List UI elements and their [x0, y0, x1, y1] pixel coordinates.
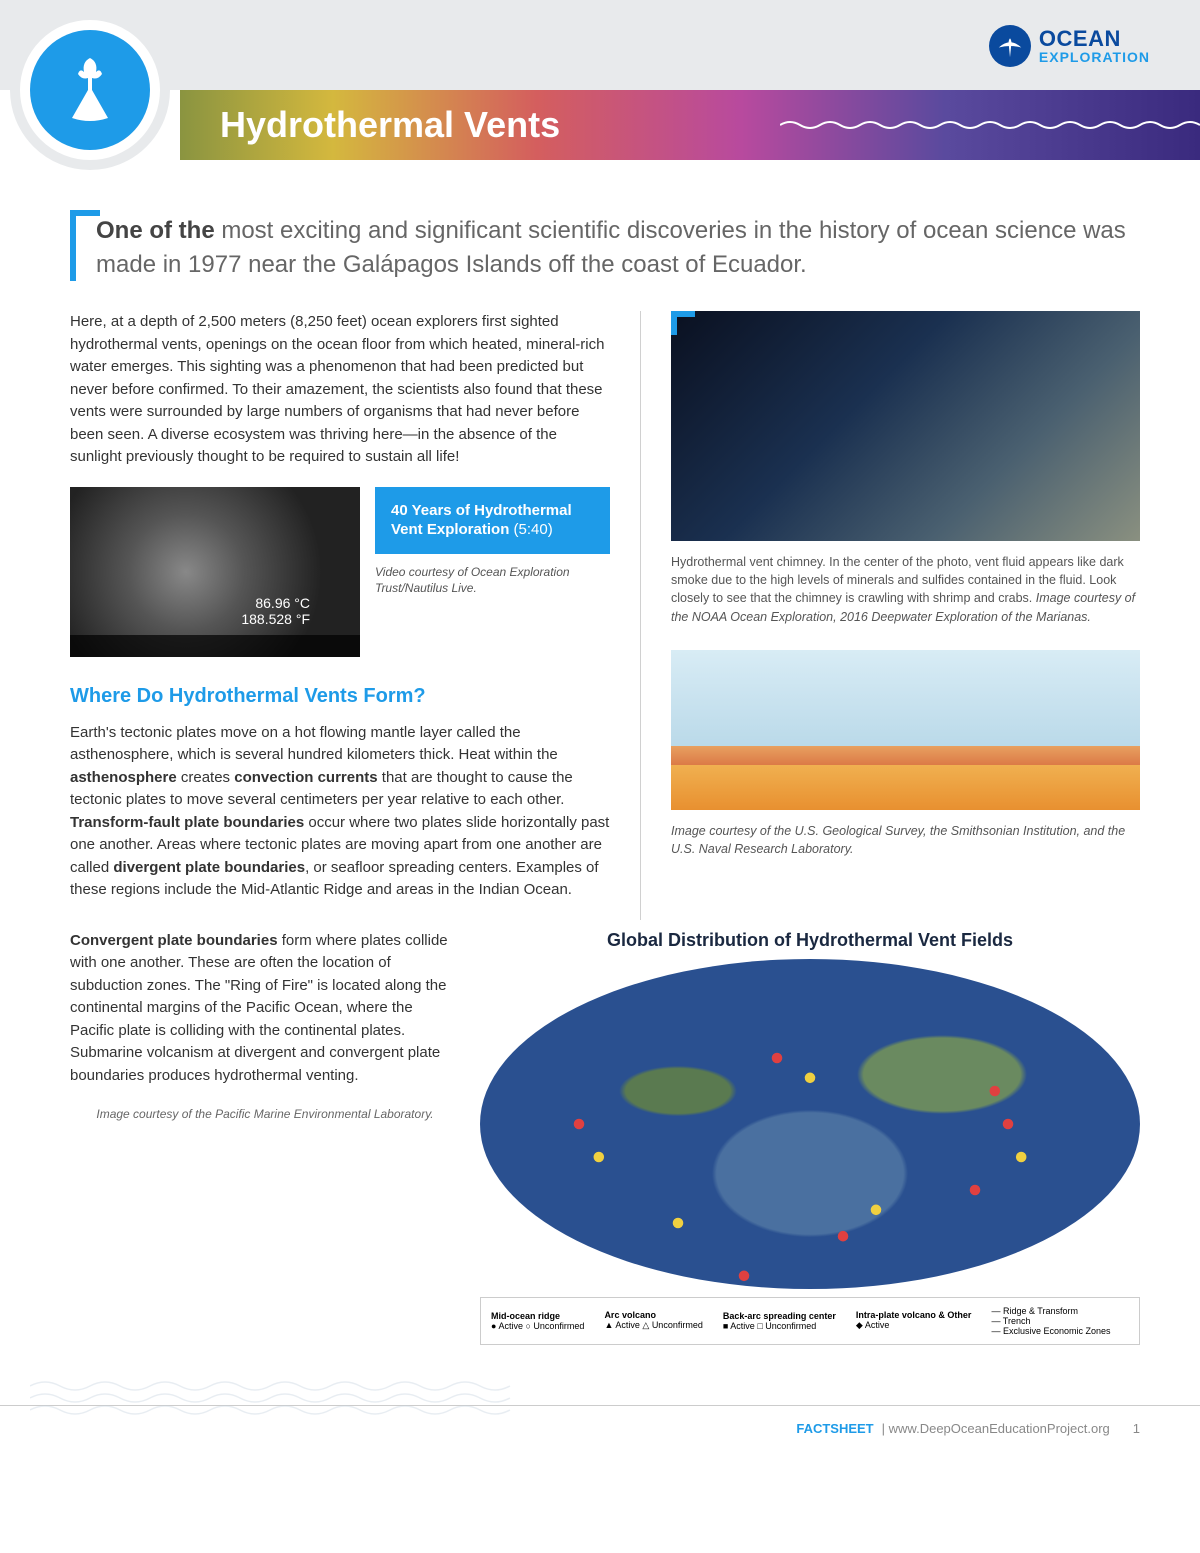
page-title: Hydrothermal Vents — [220, 104, 560, 146]
caption-2: Image courtesy of the U.S. Geological Su… — [671, 822, 1140, 858]
intro-lead: One of the — [96, 217, 215, 244]
video-title-box: 40 Years of Hydrothermal Vent Exploratio… — [375, 487, 610, 554]
wave-decoration — [780, 119, 1200, 131]
top-bar: OCEAN EXPLORATION — [0, 0, 1200, 90]
figure-tectonic-diagram — [671, 650, 1140, 810]
topic-icon-badge — [10, 10, 170, 170]
intro-body: most exciting and significant scientific… — [96, 217, 1126, 278]
map-credit: Image courtesy of the Pacific Marine Env… — [70, 1107, 460, 1121]
brand-line2: EXPLORATION — [1039, 50, 1150, 64]
figure-global-map — [480, 959, 1140, 1289]
caption-1: Hydrothermal vent chimney. In the center… — [671, 553, 1140, 626]
footer-label: FACTSHEET — [796, 1421, 873, 1436]
map-title: Global Distribution of Hydrothermal Vent… — [480, 930, 1140, 951]
video-thumbnail[interactable]: 86.96 °C 188.528 °F — [70, 487, 360, 657]
paragraph-3: Convergent plate boundaries form where p… — [70, 930, 460, 1088]
brand-line1: OCEAN — [1039, 28, 1150, 50]
volcano-vent-icon — [50, 50, 130, 130]
intro-callout: One of the most exciting and significant… — [70, 210, 1140, 281]
figure-vent-chimney — [671, 311, 1140, 541]
footer-wave-decoration — [30, 1376, 530, 1416]
map-legend: Mid-ocean ridge● Active ○ Unconfirmed Ar… — [480, 1297, 1140, 1345]
noaa-logo-icon — [989, 25, 1031, 67]
video-credit: Video courtesy of Ocean Exploration Trus… — [375, 564, 610, 598]
paragraph-2: Earth's tectonic plates move on a hot fl… — [70, 722, 610, 902]
page-footer: FACTSHEET | www.DeepOceanEducationProjec… — [0, 1405, 1200, 1451]
footer-url: www.DeepOceanEducationProject.org — [889, 1421, 1110, 1436]
brand-logo: OCEAN EXPLORATION — [989, 25, 1150, 67]
video-block: 86.96 °C 188.528 °F 40 Years of Hydrothe… — [70, 487, 610, 657]
section-heading-1: Where Do Hydrothermal Vents Form? — [70, 685, 610, 708]
paragraph-1: Here, at a depth of 2,500 meters (8,250 … — [70, 311, 610, 469]
title-band: Hydrothermal Vents — [180, 90, 1200, 160]
video-controls-bar[interactable] — [70, 635, 360, 657]
page-number: 1 — [1133, 1421, 1140, 1436]
video-overlay-temps: 86.96 °C 188.528 °F — [241, 595, 310, 627]
